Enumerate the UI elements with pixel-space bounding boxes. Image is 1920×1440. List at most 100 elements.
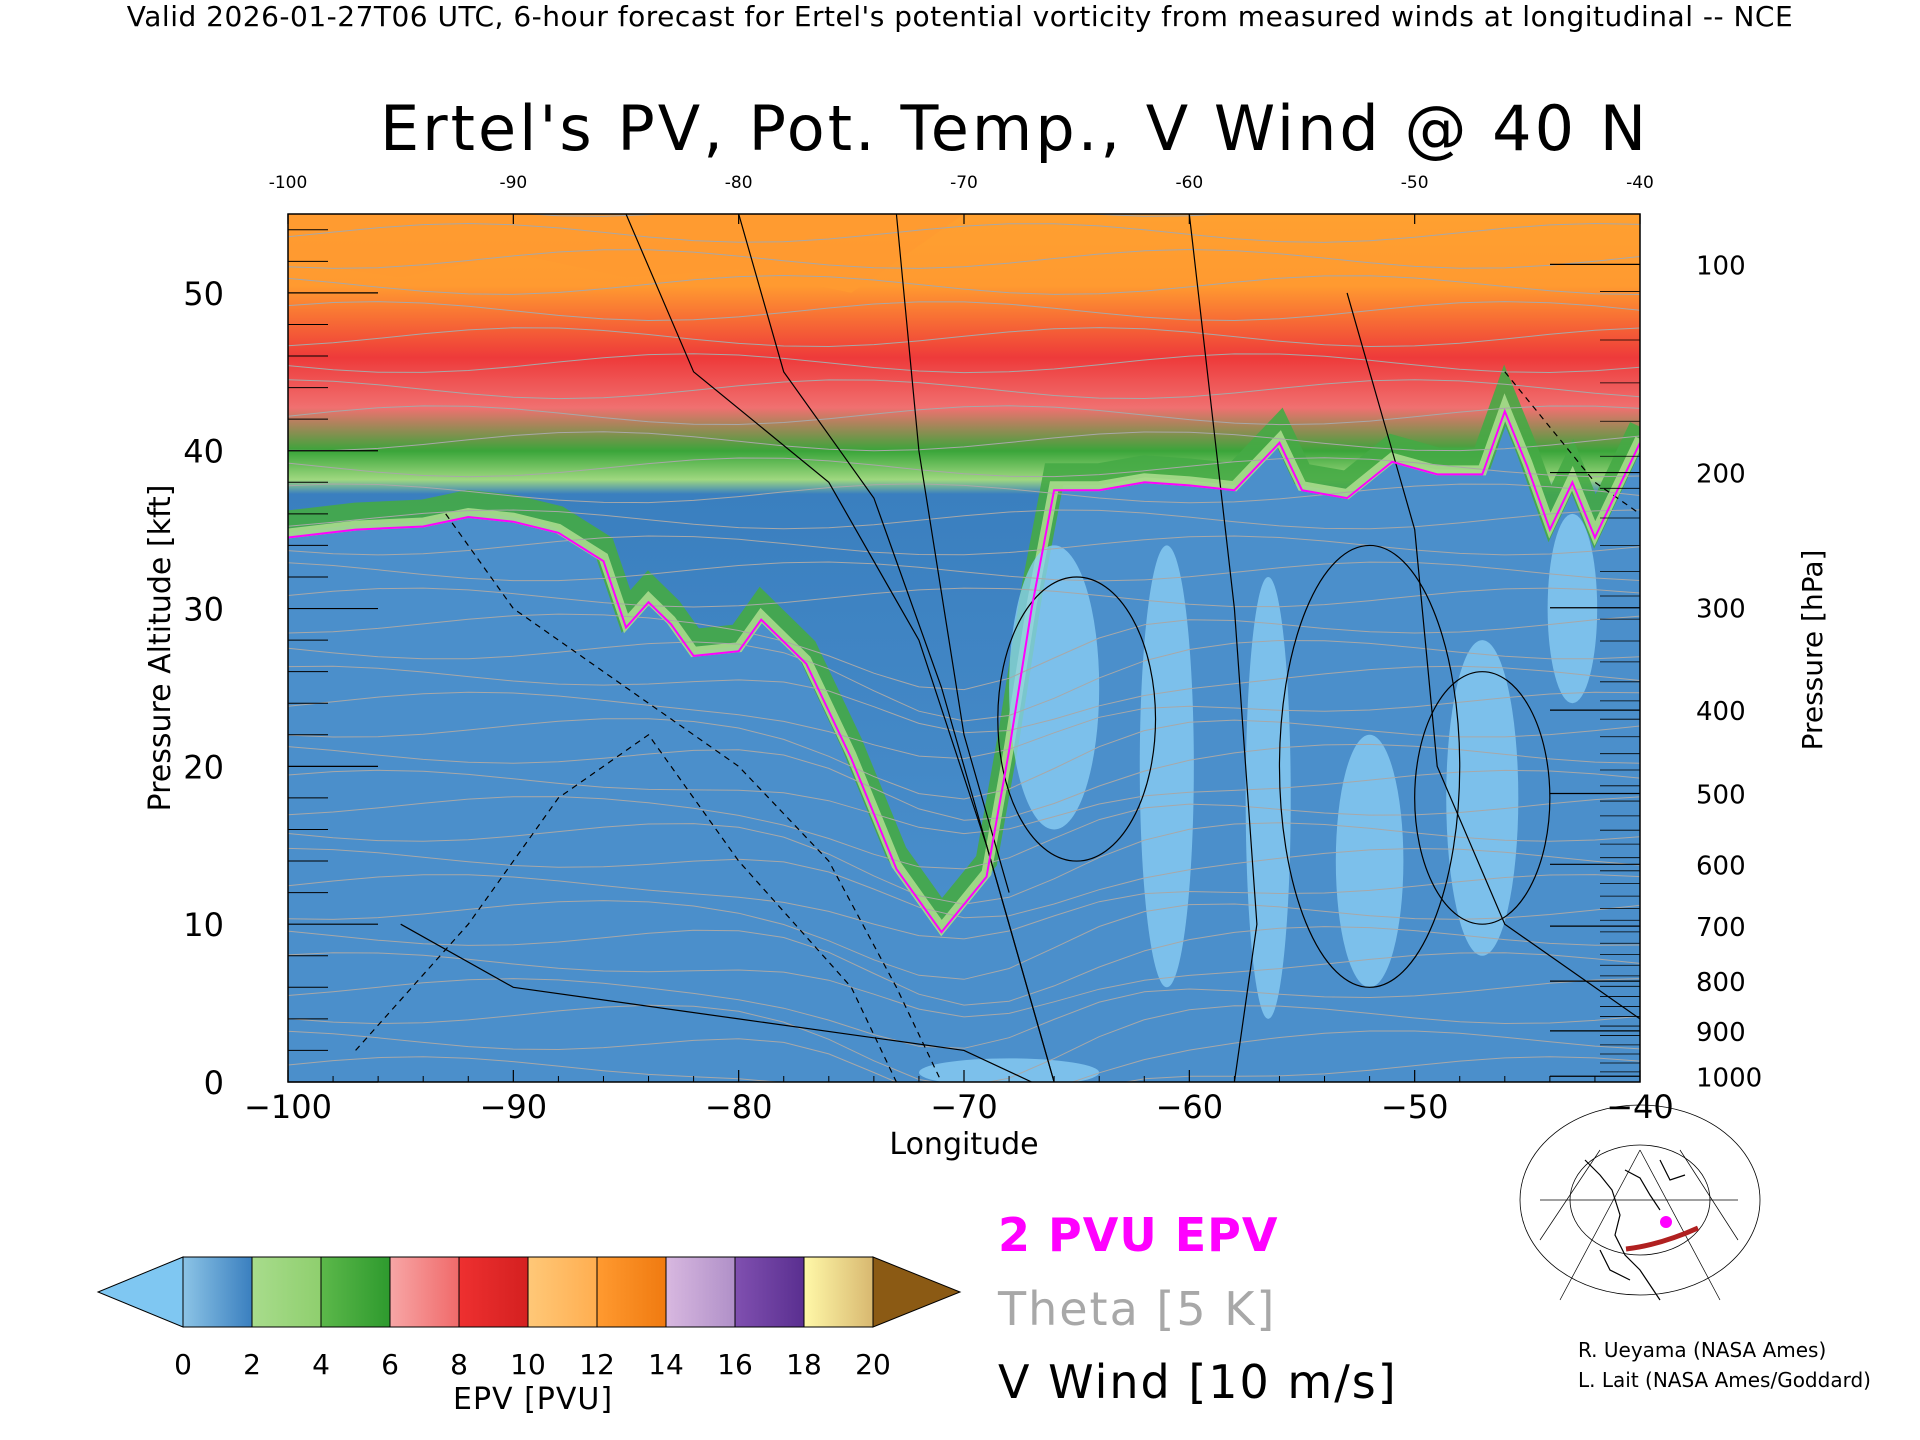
pressure-tick-label: 800 [1696,968,1746,998]
theta-contour [288,1056,1640,1082]
theta-contours [288,214,1640,1082]
theta-contour [288,587,1640,608]
theta-contour [288,769,1640,835]
low-pv-patch [1009,545,1100,830]
inset-map [1519,1104,1761,1301]
wind-contour [400,923,1032,1082]
y-tick-label: 0 [204,1064,224,1102]
theta-contour [288,718,1640,800]
x-top-tick-label: -40 [1626,173,1654,193]
wind-contour [1346,292,1640,1020]
wind-contour-closed [997,576,1157,862]
y-axis-label: Pressure Altitude [kft] [143,485,178,812]
x-top-tick-label: -80 [725,173,753,193]
inset-cross-section-line [1625,1225,1700,1252]
colorbar-tick-label: 10 [510,1348,546,1381]
theta-contour [288,509,1640,530]
credit-line-1: R. Ueyama (NASA Ames) [1578,1338,1827,1362]
colorbar-segment [251,1256,322,1328]
x-top-tick-label: -100 [269,173,308,193]
low-pv-patch [1547,513,1598,704]
colorbar-tick-label: 0 [174,1348,192,1381]
pressure-tick-label: 600 [1696,851,1746,881]
pressure-tick-label: 900 [1696,1018,1746,1048]
wind-contour [1504,371,1640,515]
pressure-tick-label: 200 [1696,460,1746,490]
theta-contour [288,431,1640,452]
y-tick-label: 20 [183,748,224,786]
low-pv-patch [1139,545,1194,988]
colorbar-segment [734,1256,805,1328]
colorbar-tick-label: 2 [243,1348,261,1381]
pressure-tick-label: 1000 [1696,1063,1762,1093]
pv2-contour [288,408,1640,934]
inset-location-marker [1660,1216,1672,1228]
colorbar-tick-label: 4 [312,1348,330,1381]
colorbar-title: EPV [PVU] [453,1382,614,1417]
x-tick-label: −70 [930,1088,998,1126]
wind-contour-closed [1414,671,1551,925]
theta-contour [288,900,1640,980]
colorbar-segment [320,1256,391,1328]
theta-contour [288,535,1640,556]
theta-contour [288,353,1640,374]
x-top-tick-label: -50 [1401,173,1429,193]
pressure-tick-label: 500 [1696,780,1746,810]
credit-line-2: L. Lait (NASA Ames/Goddard) [1578,1368,1871,1392]
theta-contour [288,952,1640,1018]
colorbar-tick-label: 16 [717,1348,753,1381]
legend-theta-label: Theta [5 K] [998,1282,1277,1336]
plot-fill-group [288,214,1640,1082]
pressure-tick-label: 700 [1696,913,1746,943]
theta-contour [288,561,1640,582]
pressure-tick-label: 100 [1696,251,1746,281]
colorbar-segment [803,1256,874,1328]
theta-contour [288,691,1640,760]
upper-pv-fill [288,214,964,293]
colorbar-segment [665,1256,736,1328]
theta-contour [288,222,1640,243]
theta-contour [288,1030,1640,1082]
y-tick-label: 40 [183,433,224,471]
theta-contour [288,274,1640,295]
x-tick-label: −60 [1156,1088,1224,1126]
theta-contour [288,926,1640,1006]
stratosphere-fill [288,214,1640,933]
legend-vwind-label: V Wind [10 m/s] [998,1355,1398,1409]
pressure-tick-label: 300 [1696,595,1746,625]
theta-contour [288,1004,1640,1082]
colorbar-segment [527,1256,598,1328]
axes-layer: −100-100−90-90−80-80−70-70−60-60−50-50−4… [143,173,1829,1162]
inset-meridian-2 [1639,1149,1721,1301]
wind-contour-closed [1278,544,1461,988]
colorbar-segment [458,1256,529,1328]
wind-contour [895,214,1010,893]
theta-contour [288,847,1640,919]
theta-contour [288,405,1640,426]
theta-contour [288,639,1640,722]
theta-contour [288,483,1640,504]
colorbar-tick-label: 12 [579,1348,615,1381]
inset-coastlines [1584,1159,1686,1301]
x-axis-label: Longitude [889,1127,1038,1162]
colorbar-segment [389,1256,460,1328]
pressure-tick-label: 400 [1696,697,1746,727]
theta-contour [288,978,1640,1049]
inset-meridian-1 [1559,1149,1641,1301]
colorbar-tick-label: 20 [855,1348,891,1381]
y-tick-label: 50 [183,275,224,313]
x-top-tick-label: -90 [499,173,527,193]
x-tick-label: −50 [1381,1088,1449,1126]
low-pv-patch [1335,734,1404,988]
wind-contour [1188,214,1258,1082]
colorbar-tick-label: 18 [786,1348,822,1381]
theta-contour [288,874,1640,940]
wind-contour [445,513,943,1082]
chart-title: Ertel's PV, Pot. Temp., V Wind @ 40 N [380,92,1650,165]
colorbar: 0 2 4 6 8 10 12 14 16 18 20 [96,1256,962,1381]
colorbar-under-arrow [96,1256,184,1328]
low-pv-patch [1446,640,1519,956]
colorbar-tick-label: 8 [450,1348,468,1381]
low-pv-patch [1245,576,1291,1019]
